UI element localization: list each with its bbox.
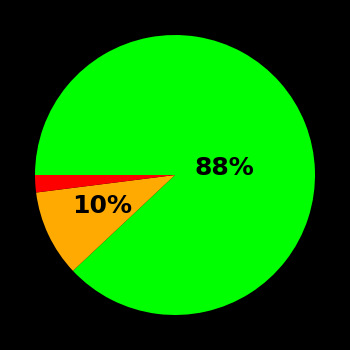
Wedge shape: [35, 35, 315, 315]
Text: 10%: 10%: [72, 194, 132, 218]
Wedge shape: [35, 175, 175, 192]
Text: 88%: 88%: [194, 156, 254, 180]
Wedge shape: [36, 175, 175, 271]
